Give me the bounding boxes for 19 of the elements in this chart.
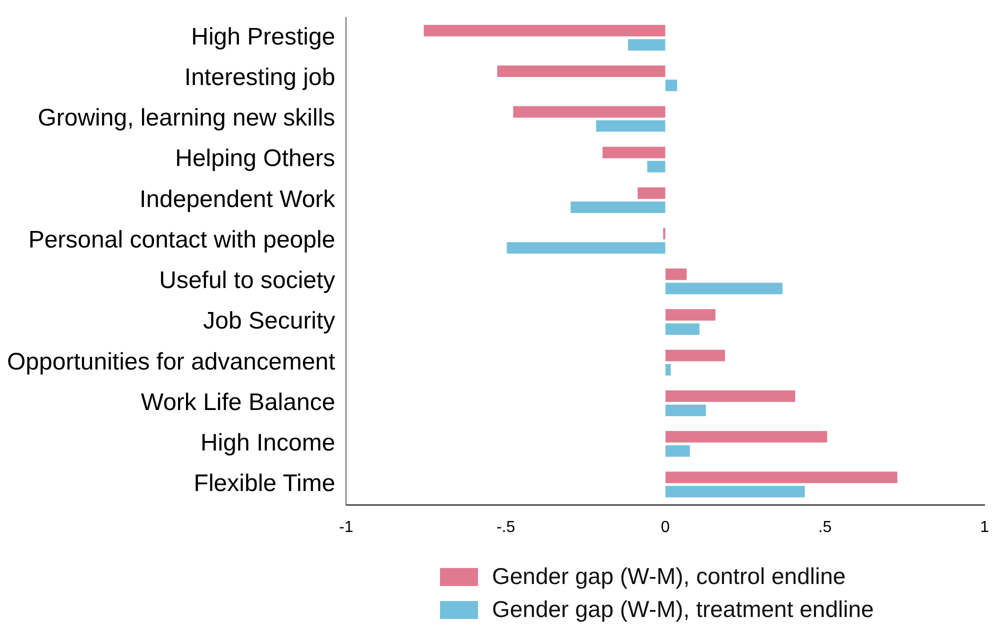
y-tick-label: Helping Others (175, 145, 336, 172)
y-tick-label: Flexible Time (194, 470, 336, 498)
y-tick-label: Independent Work (139, 186, 336, 213)
x-tick-label: -1 (339, 518, 354, 536)
y-tick-label: Opportunities for advancement (6, 348, 336, 376)
y-tick-label: Interesting job (184, 64, 336, 91)
x-tick-label: .5 (818, 518, 832, 536)
legend-label: Gender gap (W-M), control endline (492, 563, 846, 590)
y-tick-label: Work Life Balance (140, 388, 336, 416)
y-tick-label: Job Security (203, 308, 336, 335)
y-tick-label: Useful to society (159, 267, 336, 294)
x-tick-label: 0 (660, 518, 670, 536)
y-tick-label: Personal contact with people (28, 226, 336, 254)
legend-label: Gender gap (W-M), treatment endline (492, 596, 874, 623)
y-tick-label: High Income (200, 430, 336, 456)
x-tick-label: -.5 (496, 518, 516, 536)
x-tick-label: 1 (980, 518, 990, 536)
y-tick-label: High Prestige (191, 23, 336, 50)
y-tick-label: Growing, learning new skills (38, 104, 336, 132)
